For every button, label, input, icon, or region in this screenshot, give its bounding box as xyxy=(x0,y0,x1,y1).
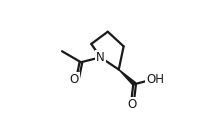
Circle shape xyxy=(72,78,81,88)
Text: O: O xyxy=(70,73,79,86)
Circle shape xyxy=(147,73,159,85)
Text: N: N xyxy=(96,51,105,64)
Circle shape xyxy=(128,100,137,110)
Polygon shape xyxy=(119,70,136,86)
Circle shape xyxy=(96,53,105,62)
Text: OH: OH xyxy=(146,73,164,86)
Text: O: O xyxy=(128,98,137,111)
